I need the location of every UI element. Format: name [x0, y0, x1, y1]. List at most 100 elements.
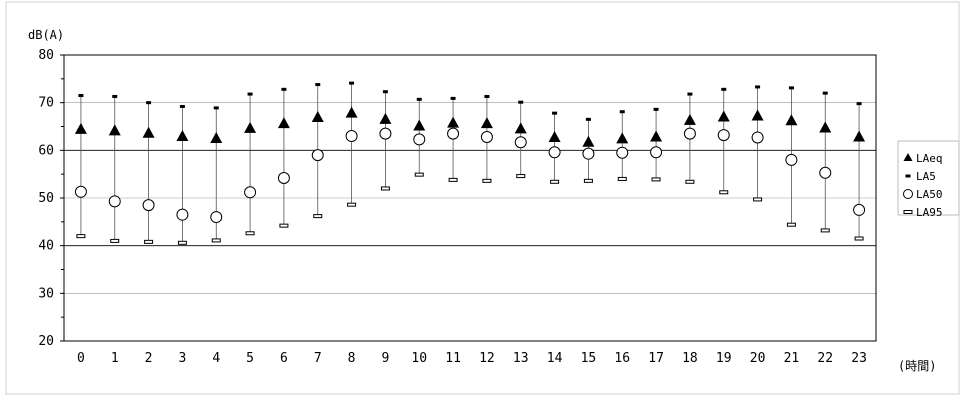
whisker-layer — [80, 83, 860, 243]
legend-label: LAeq — [916, 152, 943, 165]
la5-marker — [382, 90, 388, 94]
la5-marker — [112, 94, 118, 98]
x-tick-label: 11 — [445, 351, 461, 366]
la95-marker — [448, 177, 458, 182]
x-tick-label: 22 — [817, 351, 833, 366]
la50-marker — [650, 146, 663, 159]
la50-marker — [244, 186, 257, 199]
la50-marker — [683, 127, 696, 140]
y-tick-label: 60 — [38, 143, 54, 158]
la5-marker — [179, 104, 185, 108]
la95-marker — [685, 179, 695, 184]
x-tick-label: 13 — [513, 351, 529, 366]
legend-label: LA5 — [916, 170, 936, 183]
x-tick-label: 4 — [212, 351, 220, 366]
legend-la50-symbol — [903, 189, 913, 199]
laeq-marker — [413, 119, 426, 131]
la95-marker — [347, 202, 357, 207]
la5-marker — [247, 92, 253, 96]
la5-marker — [518, 100, 524, 104]
la50-marker — [108, 195, 121, 208]
y-tick-label: 50 — [38, 191, 54, 206]
legend-label: LA50 — [916, 188, 943, 201]
la5-marker — [552, 111, 558, 115]
la50-marker — [210, 211, 223, 224]
x-tick-label: 18 — [682, 351, 698, 366]
laeq-marker — [819, 121, 832, 133]
x-tick-label: 15 — [581, 351, 597, 366]
laeq-marker — [176, 130, 189, 142]
x-tick-label: 12 — [479, 351, 495, 366]
la95-marker — [617, 176, 627, 181]
laeq-marker — [514, 122, 527, 134]
marker-layer — [74, 81, 866, 245]
la95-marker — [414, 172, 424, 177]
la95-marker — [651, 177, 661, 182]
laeq-marker — [379, 112, 392, 124]
la95-marker — [516, 174, 526, 179]
x-tick-label: 0 — [77, 351, 85, 366]
laeq-marker — [582, 135, 595, 147]
la5-marker — [687, 92, 693, 96]
la5-marker — [856, 102, 862, 106]
la50-marker — [751, 131, 764, 144]
x-tick-label: 9 — [382, 351, 390, 366]
laeq-marker — [277, 117, 290, 129]
la95-marker — [313, 214, 323, 219]
la50-marker — [717, 129, 730, 142]
la5-marker — [78, 94, 84, 98]
laeq-marker — [210, 131, 223, 143]
legend-laeq-symbol — [903, 153, 913, 161]
la95-marker — [786, 222, 796, 227]
laeq-marker — [108, 124, 121, 136]
la50-marker — [447, 127, 460, 140]
la5-marker — [721, 87, 727, 91]
la50-marker — [311, 149, 324, 162]
la95-marker — [753, 197, 763, 202]
x-tick-label: 23 — [851, 351, 867, 366]
x-tick-label: 2 — [145, 351, 153, 366]
la50-marker — [819, 166, 832, 179]
x-tick-label: 5 — [246, 351, 254, 366]
la50-marker — [548, 146, 561, 159]
laeq-marker — [447, 116, 460, 128]
la50-marker — [616, 146, 629, 159]
y-tick-label: 20 — [38, 334, 54, 349]
y-tick-label: 40 — [38, 239, 54, 254]
grid-layer — [60, 54, 876, 342]
laeq-marker — [717, 110, 730, 122]
y-tick-label: 70 — [38, 96, 54, 111]
laeq-marker — [785, 114, 798, 126]
la95-marker — [583, 178, 593, 183]
la5-marker — [146, 101, 152, 105]
laeq-marker — [650, 130, 663, 142]
x-tick-label: 20 — [750, 351, 766, 366]
laeq-marker — [853, 130, 866, 142]
la5-marker — [484, 94, 490, 98]
la95-marker — [76, 234, 86, 239]
laeq-marker — [311, 110, 324, 122]
legend-items: LAeq LA5 LA50 LA95 — [903, 152, 943, 219]
x-tick-label: 16 — [614, 351, 630, 366]
la95-marker — [482, 178, 492, 183]
la5-marker — [653, 107, 659, 111]
x-tick-label: 1 — [111, 351, 119, 366]
laeq-marker — [751, 109, 764, 121]
la5-marker — [450, 96, 456, 100]
x-tick-label: 17 — [648, 351, 664, 366]
la5-marker — [281, 87, 287, 91]
x-tick-label: 10 — [411, 351, 427, 366]
la95-marker — [144, 239, 154, 244]
la95-marker — [177, 240, 187, 245]
la50-marker — [480, 130, 493, 143]
x-tick-label: 6 — [280, 351, 288, 366]
legend: LAeq LA5 LA50 LA95 — [897, 140, 960, 219]
la5-marker — [755, 85, 761, 89]
laeq-marker — [683, 113, 696, 125]
la50-marker — [379, 127, 392, 140]
la5-marker — [315, 83, 321, 87]
x-tick-label: 3 — [179, 351, 187, 366]
x-tick-label: 7 — [314, 351, 322, 366]
la5-marker — [349, 81, 355, 85]
